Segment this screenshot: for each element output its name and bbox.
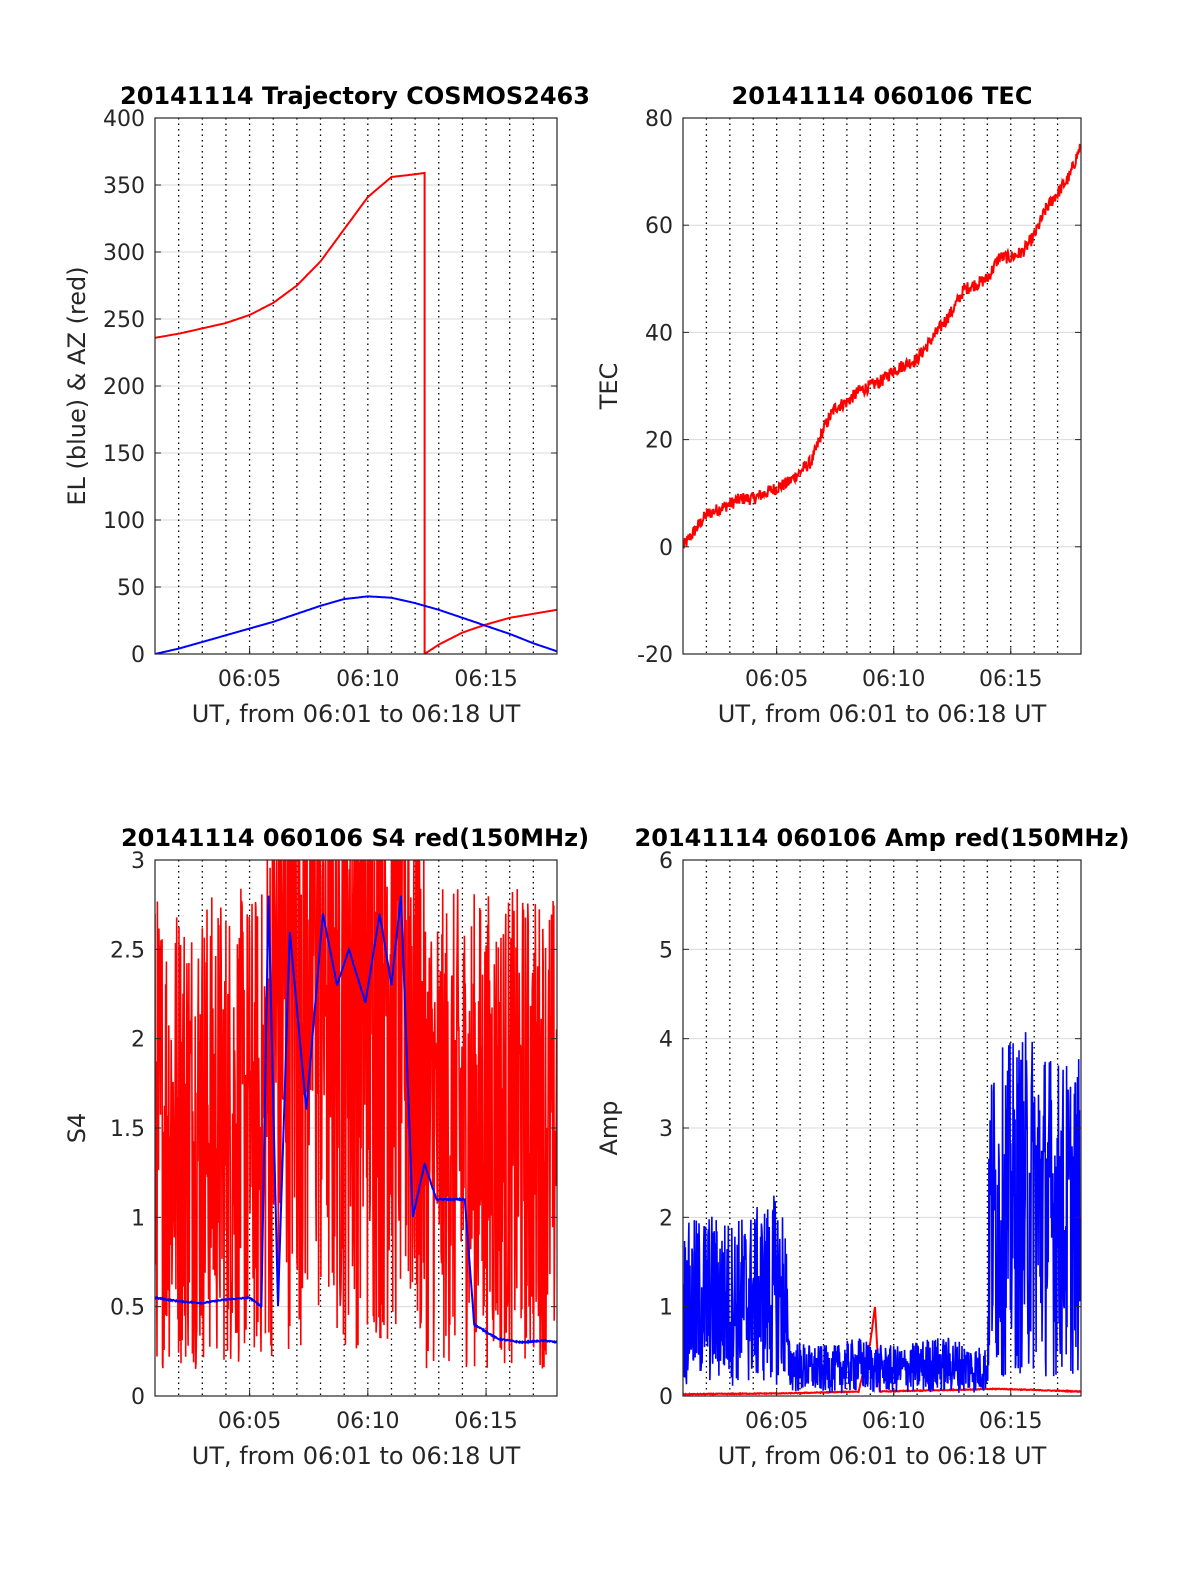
x-tick-label: 06:15 [979,667,1042,692]
y-tick-label: 0.5 [110,1296,145,1321]
x-tick-label: 06:15 [454,1409,517,1434]
y-axis-label: S4 [63,1113,91,1144]
chart-tec: 20141114 060106 TEC -20 0 20 40 60 80 06:05 06:… [595,82,1082,728]
y-axis-label: EL (blue) & AZ (red) [63,266,91,505]
y-tick-label: 6 [659,849,673,874]
y-tick-label: 3 [659,1117,673,1142]
y-tick-label: 0 [131,643,145,668]
y-tick-label: 1 [131,1206,145,1231]
y-tick-label: 5 [659,938,673,963]
axes-frame [682,117,1082,655]
y-tick-label: 1.5 [110,1117,145,1142]
series-line [683,1032,1081,1394]
y-tick-label: 200 [103,375,145,400]
x-tick-label: 06:15 [979,1409,1042,1434]
series-line [683,1306,1081,1396]
y-tick-label: 3 [131,849,145,874]
y-tick-label: 50 [117,576,145,601]
x-axis-label: UT, from 06:01 to 06:18 UT [192,700,521,728]
y-tick-label: 40 [645,321,673,346]
x-tick-label: 06:10 [336,1409,399,1434]
y-tick-label: 0 [659,536,673,561]
chart-amp: 20141114 060106 Amp red(150MHz) 0 1 2 3 4 5 6 0… [595,824,1129,1470]
chart-s4: 20141114 060106 S4 red(150MHz) 0 0.5 1 1.5 2… [63,824,589,1470]
y-tick-label: 400 [103,107,145,132]
y-tick-label: 350 [103,174,145,199]
chart-title: 20141114 060106 Amp red(150MHz) [635,824,1130,852]
x-tick-label: 06:10 [336,667,399,692]
y-axis-label: Amp [595,1100,623,1155]
y-tick-label: 4 [659,1028,673,1053]
series-line [683,143,1081,549]
series-line [155,895,557,1345]
x-tick-label: 06:10 [862,1409,925,1434]
series-line [155,860,557,1369]
y-tick-label: 20 [645,429,673,454]
chart-title: 20141114 Trajectory COSMOS2463 [120,82,590,110]
y-tick-label: 2 [659,1206,673,1231]
x-axis-label: UT, from 06:01 to 06:18 UT [718,1442,1047,1470]
y-axis-label: TEC [595,363,623,411]
y-tick-label: 0 [131,1385,145,1410]
x-tick-label: 06:10 [862,667,925,692]
x-tick-label: 06:05 [745,1409,808,1434]
x-tick-label: 06:05 [218,1409,281,1434]
series-line [155,171,557,654]
x-tick-label: 06:15 [454,667,517,692]
y-tick-label: 2 [131,1028,145,1053]
x-axis-label: UT, from 06:01 to 06:18 UT [718,700,1047,728]
x-tick-label: 06:05 [218,667,281,692]
y-tick-label: 300 [103,241,145,266]
x-axis-label: UT, from 06:01 to 06:18 UT [192,1442,521,1470]
y-tick-label: -20 [637,643,673,668]
series-line [155,595,557,654]
y-tick-label: 60 [645,214,673,239]
y-tick-label: 80 [645,107,673,132]
plot-area [683,118,1081,654]
chart-title: 20141114 060106 S4 red(150MHz) [121,824,589,852]
y-tick-label: 0 [659,1385,673,1410]
y-tick-label: 150 [103,442,145,467]
y-tick-label: 100 [103,509,145,534]
y-tick-label: 250 [103,308,145,333]
chart-trajectory: 20141114 Trajectory COSMOS2463 0 50 100 150… [63,82,590,728]
y-tick-label: 2.5 [110,938,145,963]
chart-title: 20141114 060106 TEC [732,82,1033,110]
y-tick-label: 1 [659,1296,673,1321]
x-tick-label: 06:05 [745,667,808,692]
